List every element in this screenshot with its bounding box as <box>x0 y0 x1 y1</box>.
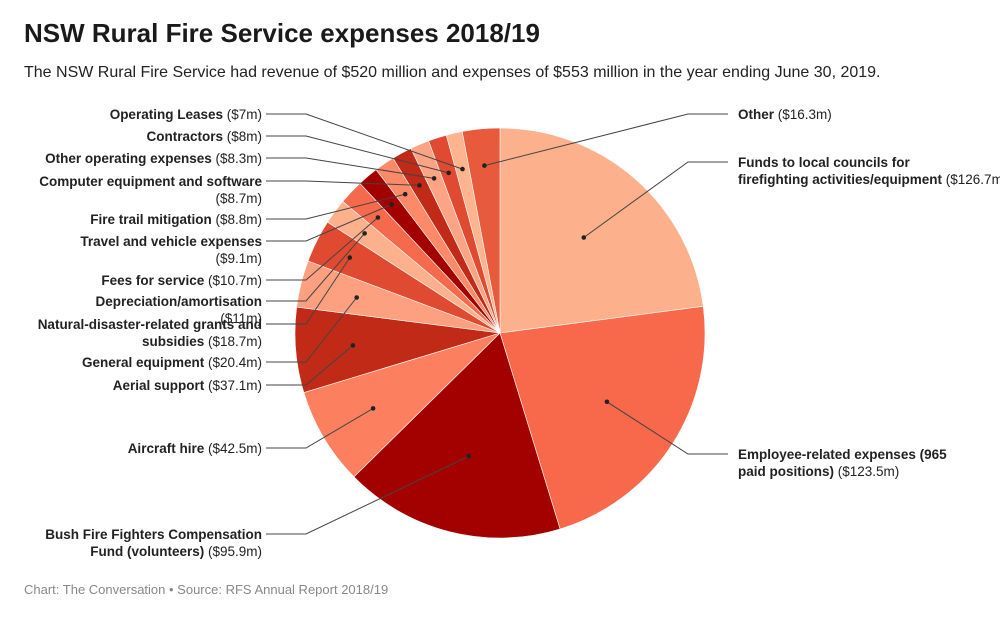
label-employee-related-expenses-965-paid-positions: Employee-related expenses (965 paid posit… <box>738 447 947 479</box>
leader-fees-for-service <box>266 217 379 281</box>
label-name: Fund (volunteers) <box>90 544 204 559</box>
leader-operating-leases <box>266 113 463 170</box>
leader-aircraft-hire <box>266 407 374 449</box>
label-name: firefighting activities/equipment <box>738 172 943 187</box>
label-value: ($18.7m) <box>204 334 262 349</box>
label-name: Travel and vehicle expenses <box>80 234 262 249</box>
label-value: ($8.7m) <box>215 191 262 206</box>
label-name: Fire trail mitigation <box>90 212 212 227</box>
leader-dot-other-operating-expenses <box>431 176 437 181</box>
label-name: Aerial support <box>113 378 205 393</box>
leader-fire-trail-mitigation <box>266 193 406 220</box>
label-value: ($7m) <box>223 107 262 122</box>
label-name: Aircraft hire <box>128 441 205 456</box>
leader-dot-computer-equipment-and-software <box>417 183 422 188</box>
label-value: ($8m) <box>223 129 262 144</box>
label-fire-trail-mitigation: Fire trail mitigation ($8.8m) <box>90 212 262 227</box>
label-aircraft-hire: Aircraft hire ($42.5m) <box>128 441 262 456</box>
leader-funds-to-local-councils-for-firefighting-activities-equipment <box>583 161 728 238</box>
label-fees-for-service: Fees for service ($10.7m) <box>101 273 262 288</box>
leader-dot-employee-related-expenses-965-paid-positions <box>604 399 610 405</box>
label-natural-disaster-related-grants-and-subsidies: Natural-disaster-related grants and subsi… <box>38 317 262 349</box>
label-other-operating-expenses: Other operating expenses ($8.3m) <box>45 151 262 166</box>
leader-dot-bush-fire-fighters-compensation-fund-volunteers <box>466 453 472 459</box>
chart-subtitle: The NSW Rural Fire Service had revenue o… <box>24 64 881 81</box>
slice-other <box>461 127 501 334</box>
label-name: Funds to local councils for <box>738 155 911 170</box>
label-name: Depreciation/amortisation <box>95 294 262 309</box>
leader-other-operating-expenses <box>266 157 435 179</box>
leader-natural-disaster-related-grants-and-subsidies <box>266 257 351 325</box>
leader-dot-fire-trail-mitigation <box>402 191 408 197</box>
label-value: ($9.1m) <box>215 251 262 266</box>
leader-dot-other <box>482 163 487 168</box>
label-computer-equipment-and-software: Computer equipment and software ($8.7m) <box>39 174 262 206</box>
label-aerial-support: Aerial support ($37.1m) <box>113 378 262 393</box>
label-bush-fire-fighters-compensation-fund-volunteers: Bush Fire Fighters Compensation Fund (vol… <box>45 527 262 559</box>
slice-funds-to-local-councils-for-firefighting-activities-equipment <box>499 127 704 334</box>
label-travel-and-vehicle-expenses: Travel and vehicle expenses ($9.1m) <box>80 234 262 266</box>
leader-other <box>484 113 728 167</box>
label-name: subsidies <box>142 334 204 349</box>
chart-title: NSW Rural Fire Service expenses 2018/19 <box>24 18 540 48</box>
label-name: Computer equipment and software <box>39 174 262 189</box>
label-operating-leases: Operating Leases ($7m) <box>110 107 262 122</box>
label-value: ($95.9m) <box>204 544 262 559</box>
label-value: ($11m) <box>220 311 262 326</box>
label-contractors: Contractors ($8m) <box>146 129 262 144</box>
label-name: Operating Leases <box>110 107 223 122</box>
leader-contractors <box>266 135 449 174</box>
label-name: Natural-disaster-related grants and <box>38 317 262 332</box>
label-value: ($8.3m) <box>212 151 262 166</box>
leader-aerial-support <box>266 345 354 386</box>
leader-dot-travel-and-vehicle-expenses <box>389 202 394 207</box>
leader-dot-natural-disaster-related-grants-and-subsidies <box>347 255 353 260</box>
leader-computer-equipment-and-software <box>266 180 420 186</box>
label-value: ($8.8m) <box>212 212 262 227</box>
chart-footer: Chart: The Conversation • Source: RFS An… <box>24 582 389 597</box>
label-other: Other ($16.3m) <box>738 107 832 122</box>
label-name: Bush Fire Fighters Compensation <box>45 527 262 542</box>
leader-dot-aircraft-hire <box>370 406 376 411</box>
label-name: General equipment <box>82 355 205 370</box>
leader-depreciation-amortisation <box>266 233 365 302</box>
label-name: paid positions) <box>738 464 834 479</box>
leader-dot-funds-to-local-councils-for-firefighting-activities-equipment <box>581 235 587 240</box>
label-name: Employee-related expenses (965 <box>738 447 947 462</box>
label-name: Other operating expenses <box>45 151 212 166</box>
label-funds-to-local-councils-for-firefighting-activities-equipment: Funds to local councils for firefighting … <box>738 155 1000 187</box>
label-name: Contractors <box>146 129 223 144</box>
label-value: ($123.5m) <box>834 464 899 479</box>
label-general-equipment: General equipment ($20.4m) <box>82 355 262 370</box>
label-depreciation-amortisation: Depreciation/amortisation ($11m) <box>95 294 262 326</box>
label-value: ($10.7m) <box>204 273 262 288</box>
label-name: Other <box>738 107 775 122</box>
label-value: ($37.1m) <box>204 378 262 393</box>
label-value: ($16.3m) <box>774 107 832 122</box>
leader-dot-contractors <box>446 170 452 176</box>
leader-employee-related-expenses-965-paid-positions <box>606 401 728 455</box>
label-value: ($126.7m) <box>942 172 1000 187</box>
leader-dot-depreciation-amortisation <box>362 231 367 236</box>
leader-dot-operating-leases <box>460 166 465 172</box>
leader-dot-fees-for-service <box>375 215 381 220</box>
leader-travel-and-vehicle-expenses <box>266 204 392 242</box>
label-name: Fees for service <box>101 273 204 288</box>
leader-dot-general-equipment <box>354 295 360 300</box>
leader-dot-aerial-support <box>350 343 356 348</box>
label-value: ($42.5m) <box>204 441 262 456</box>
label-value: ($20.4m) <box>204 355 262 370</box>
leader-general-equipment <box>266 297 358 363</box>
leader-bush-fire-fighters-compensation-fund-volunteers <box>266 455 470 535</box>
